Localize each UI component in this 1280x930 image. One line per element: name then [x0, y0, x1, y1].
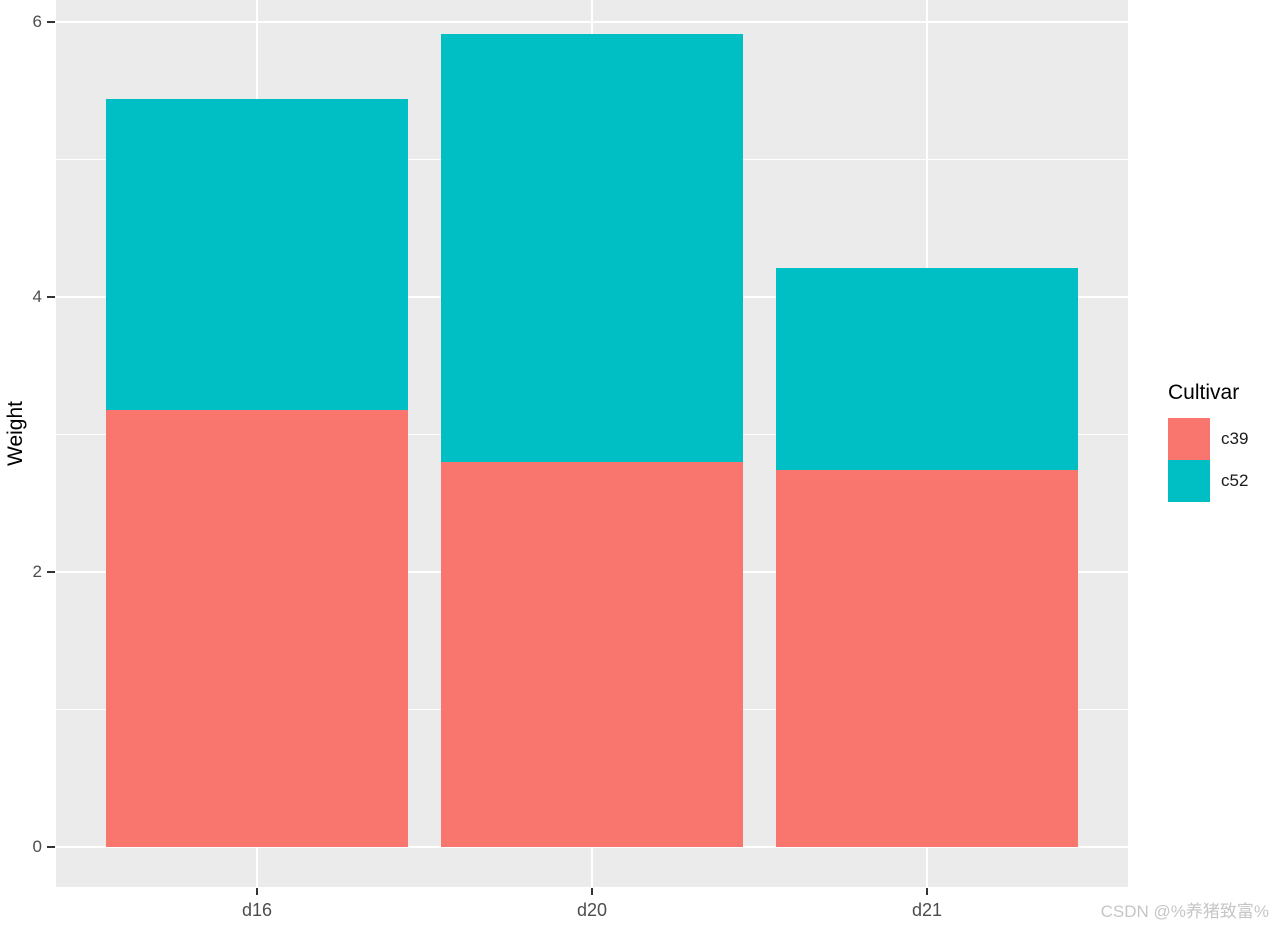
- legend-swatch-c52: [1168, 460, 1210, 502]
- x-tick-label-d16: d16: [241, 900, 273, 920]
- bar-d16-c52: [106, 99, 408, 410]
- y-tick-label-0: 0: [32, 837, 42, 856]
- legend-title: Cultivar: [1168, 381, 1240, 404]
- bar-d21-c52: [776, 268, 1078, 471]
- y-axis-title: Weight: [4, 401, 27, 466]
- y-tick-mark-0: [47, 846, 55, 848]
- x-tick-label-d21: d21: [911, 900, 943, 920]
- x-tick-mark-d20: [591, 888, 593, 895]
- watermark: CSDN @%养猪致富%: [1100, 902, 1269, 921]
- y-tick-mark-4: [47, 296, 55, 298]
- bar-d16-c39: [106, 409, 408, 847]
- legend-item-c52: c52: [1168, 460, 1248, 502]
- x-tick-mark-d21: [926, 888, 928, 895]
- bar-d21-c39: [776, 470, 1078, 847]
- y-tick-mark-6: [47, 21, 55, 23]
- bar-d20-c52: [441, 34, 743, 462]
- bar-d20-c39: [441, 462, 743, 847]
- legend-label-c52: c52: [1221, 471, 1249, 490]
- plot-panel: [56, 0, 1128, 887]
- y-tick-label-2: 2: [32, 562, 42, 581]
- legend: Cultivar c39 c52: [1168, 381, 1248, 502]
- legend-item-c39: c39: [1168, 418, 1248, 460]
- legend-swatch-c39: [1168, 418, 1210, 460]
- y-tick-label-4: 4: [32, 287, 42, 306]
- x-tick-label-d20: d20: [576, 900, 608, 920]
- y-tick-label-6: 6: [32, 12, 42, 31]
- y-tick-mark-2: [47, 571, 55, 573]
- x-tick-mark-d16: [256, 888, 258, 895]
- legend-label-c39: c39: [1221, 429, 1249, 448]
